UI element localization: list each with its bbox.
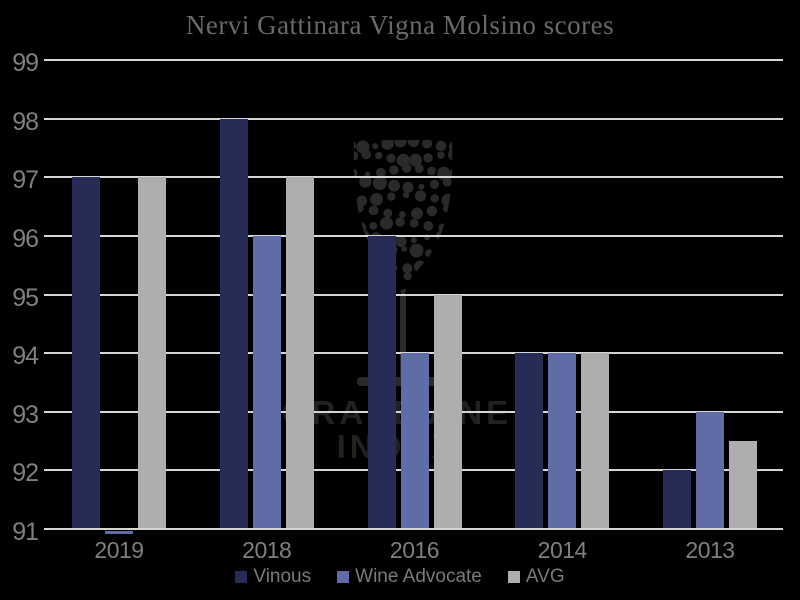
bar-avg-2018 — [285, 177, 314, 529]
bar-avg-2014 — [581, 353, 610, 529]
bar-vinous-2013 — [663, 470, 691, 529]
bar-vinous-2016 — [367, 235, 396, 529]
legend-label: Wine Advocate — [355, 566, 482, 587]
bar-vinous-2014 — [515, 353, 544, 529]
bar-avg-2013 — [729, 441, 757, 529]
legend-item-vinous: Vinous — [235, 566, 311, 588]
legend-swatch-icon — [337, 571, 350, 583]
legend-item-avg: AVG — [507, 566, 565, 588]
x-axis-tick-2018: 2018 — [242, 537, 292, 563]
x-axis-tick-2014: 2014 — [537, 537, 588, 563]
bar-wine-advocate-2018 — [252, 235, 281, 529]
legend-label: Vinous — [253, 566, 312, 587]
bar-avg-2019 — [138, 177, 166, 529]
legend-swatch-icon — [507, 571, 520, 583]
x-axis-tick-2016: 2016 — [389, 537, 440, 563]
bar-vinous-2019 — [72, 177, 100, 529]
bar-wine-advocate-2013 — [696, 411, 724, 529]
bar-wine-advocate-2019 — [105, 531, 133, 534]
bar-avg-2016 — [433, 294, 462, 529]
gridline-96 — [44, 234, 783, 237]
gridline-99 — [44, 59, 783, 61]
watermark-text-line2: INDEX — [336, 428, 458, 465]
legend-item-wine-advocate: Wine Advocate — [337, 566, 482, 588]
legend-swatch-icon — [235, 571, 248, 583]
gridline-91 — [44, 528, 783, 530]
y-axis-tick-96: 96 — [12, 224, 39, 253]
watermark-text-line1: GRAPEVINE — [281, 394, 513, 431]
gridline-95 — [44, 293, 783, 296]
y-axis-tick-98: 98 — [12, 107, 39, 136]
x-axis-tick-2013: 2013 — [685, 537, 735, 563]
chart-title: Nervi Gattinara Vigna Molsino scores — [185, 10, 615, 40]
bar-wine-advocate-2016 — [400, 353, 429, 529]
legend-label: AVG — [525, 566, 565, 587]
gridline-97 — [44, 176, 783, 179]
y-axis-tick-92: 92 — [12, 459, 39, 488]
y-axis-tick-91: 91 — [12, 518, 39, 546]
bar-wine-advocate-2014 — [548, 353, 577, 529]
bar-vinous-2018 — [219, 118, 248, 529]
y-axis-tick-94: 94 — [12, 342, 39, 371]
y-axis-tick-97: 97 — [12, 166, 39, 195]
legend: Vinous Wine Advocate AVG — [0, 565, 800, 589]
x-axis-tick-2019: 2019 — [94, 537, 144, 563]
y-axis-tick-99: 99 — [12, 49, 39, 77]
y-axis-tick-95: 95 — [12, 283, 39, 312]
y-axis-tick-93: 93 — [12, 400, 39, 429]
gridline-98 — [44, 117, 783, 120]
